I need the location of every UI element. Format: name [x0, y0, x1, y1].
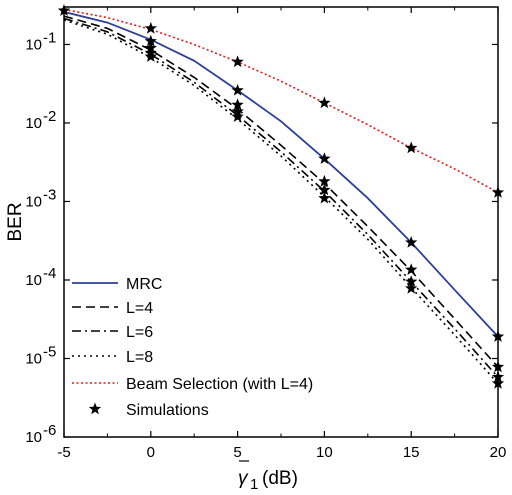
- x-tick-label: 0: [147, 444, 155, 461]
- series-line-3: [64, 19, 498, 385]
- x-axis-unit: (dB): [262, 468, 298, 489]
- y-tick-label-exponent: -2: [43, 108, 56, 125]
- legend-label: Simulations: [126, 402, 209, 419]
- y-tick-label: 10: [25, 272, 42, 289]
- simulation-marker: [144, 21, 157, 34]
- y-tick-label: 10: [25, 350, 42, 367]
- y-tick-label: 10: [25, 193, 42, 210]
- simulation-marker: [405, 275, 418, 287]
- series-line-0: [64, 11, 498, 338]
- simulation-marker: [231, 98, 244, 111]
- legend-label: Beam Selection (with L=4): [126, 376, 313, 393]
- simulation-marker: [405, 236, 418, 248]
- y-tick-label-exponent: -6: [43, 422, 56, 439]
- x-tick-label: -5: [57, 444, 70, 461]
- simulation-marker: [318, 183, 331, 196]
- x-tick-label: 10: [316, 444, 333, 461]
- x-tick-label: 20: [490, 444, 507, 461]
- plot-frame: [63, 6, 499, 438]
- simulation-marker: [318, 96, 331, 109]
- series-layer: [64, 8, 498, 385]
- simulation-markers: [57, 4, 505, 389]
- legend-label: L=6: [126, 324, 153, 341]
- series-line-2: [64, 17, 498, 378]
- simulation-marker: [318, 191, 331, 204]
- legend-label: L=8: [126, 349, 153, 366]
- y-axis-title: BER: [5, 202, 26, 241]
- simulation-marker: [405, 141, 418, 154]
- legend: MRC L=4 L=6 L=8 Beam Selection (with L=4) Sim…: [72, 276, 313, 419]
- simulation-marker: [318, 174, 331, 187]
- simulation-marker: [405, 281, 418, 294]
- y-tick-label-exponent: -4: [43, 265, 56, 282]
- simulation-marker: [144, 34, 157, 47]
- legend-label: MRC: [126, 276, 162, 293]
- y-tick-label: 10: [25, 36, 42, 53]
- y-tick-label: 10: [25, 115, 42, 132]
- x-axis-symbol: γ: [238, 468, 249, 489]
- series-line-4: [64, 8, 498, 194]
- simulation-marker: [144, 50, 157, 62]
- series-line-1: [64, 15, 498, 368]
- simulation-marker: [318, 152, 331, 165]
- y-tick-label-exponent: -1: [43, 29, 56, 46]
- y-tick-label: 10: [25, 429, 42, 446]
- legend-star-icon: [88, 402, 102, 415]
- x-axis-title: γ 1 (dB): [238, 460, 298, 493]
- x-tick-label: 5: [233, 444, 241, 461]
- x-tick-label: 15: [403, 444, 420, 461]
- simulation-marker: [231, 110, 244, 123]
- simulation-marker: [231, 83, 244, 96]
- legend-label: L=4: [126, 300, 153, 317]
- x-axis-subscript: 1: [250, 476, 258, 493]
- simulation-marker: [231, 55, 244, 68]
- y-tick-label-exponent: -5: [43, 343, 56, 360]
- simulation-marker: [405, 263, 418, 276]
- y-tick-label-exponent: -3: [43, 186, 56, 203]
